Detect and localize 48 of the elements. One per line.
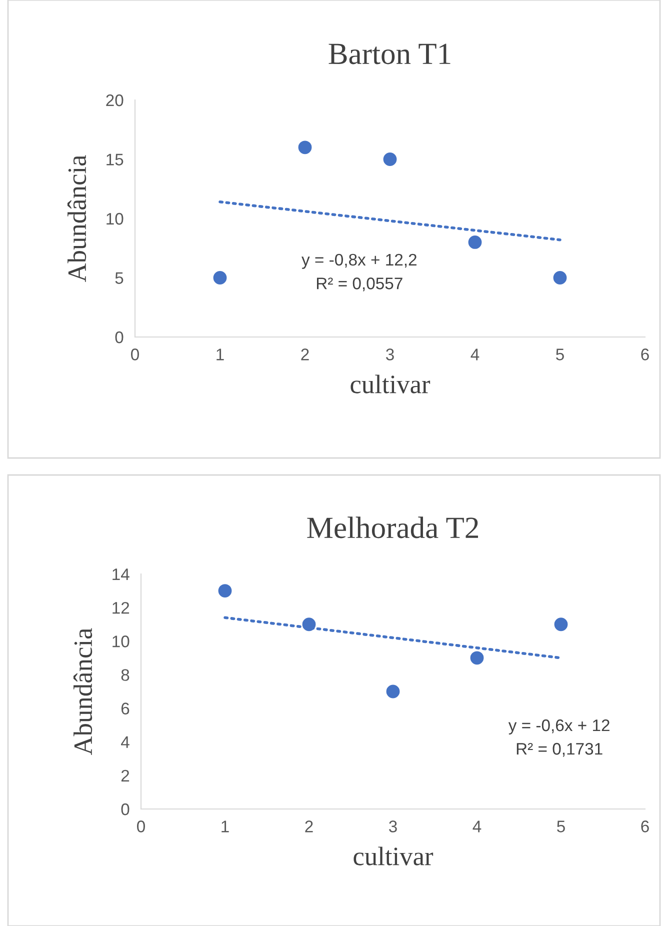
x-tick-label: 2 bbox=[301, 348, 309, 360]
point bbox=[302, 618, 316, 632]
y-tick-label: 0 bbox=[121, 803, 130, 816]
y-tick-label: 12 bbox=[112, 602, 130, 614]
point bbox=[468, 235, 482, 249]
y-tick-label: 14 bbox=[112, 568, 130, 580]
x-tick-label: 6 bbox=[641, 348, 649, 360]
y-tick-label: 0 bbox=[115, 331, 124, 344]
y-tick-label: 4 bbox=[121, 736, 130, 748]
point bbox=[470, 651, 484, 665]
x-tick-label: 6 bbox=[641, 820, 649, 832]
x-tick-label: 4 bbox=[472, 820, 482, 832]
x-tick-label: 2 bbox=[305, 820, 313, 832]
point bbox=[218, 584, 232, 598]
point bbox=[298, 140, 312, 154]
x-axis-title: cultivar bbox=[350, 374, 430, 394]
y-tick-label: 5 bbox=[115, 272, 124, 284]
x-tick-label: 0 bbox=[131, 348, 139, 360]
point bbox=[213, 271, 227, 284]
y-axis-title: Abundância bbox=[73, 628, 92, 755]
annotation: y = -0,8x + 12,2 bbox=[302, 254, 416, 269]
y-tick-label: 6 bbox=[121, 702, 130, 714]
annotation: y = -0,6x + 12 bbox=[508, 719, 610, 735]
x-tick-label: 4 bbox=[470, 348, 480, 360]
chart-title: Melhorada T2 bbox=[307, 516, 478, 538]
x-tick-label: 3 bbox=[386, 348, 394, 360]
x-tick-label: 3 bbox=[389, 820, 397, 832]
x-tick-label: 1 bbox=[216, 348, 224, 360]
line-series bbox=[218, 200, 562, 242]
y-tick-label: 15 bbox=[106, 154, 124, 166]
x-tick-label: 1 bbox=[222, 820, 229, 832]
annotation: R² = 0,0557 bbox=[316, 278, 402, 292]
y-tick-label: 2 bbox=[121, 770, 130, 782]
y-tick-label: 10 bbox=[106, 212, 124, 225]
y-tick-label: 10 bbox=[112, 636, 130, 648]
y-axis-title: Abundância bbox=[67, 155, 86, 282]
x-tick-label: 5 bbox=[557, 820, 565, 832]
y-tick-label: 20 bbox=[106, 94, 124, 106]
x-tick-label: 0 bbox=[137, 820, 145, 832]
x-axis-title: cultivar bbox=[354, 846, 434, 866]
x-tick-label: 5 bbox=[556, 348, 564, 360]
point bbox=[386, 684, 400, 698]
chart-title: Barton T1 bbox=[328, 44, 450, 64]
point bbox=[553, 271, 567, 284]
point bbox=[554, 618, 568, 632]
y-tick-label: 8 bbox=[121, 669, 130, 681]
point bbox=[383, 152, 397, 166]
annotation: R² = 0,1731 bbox=[516, 742, 602, 757]
